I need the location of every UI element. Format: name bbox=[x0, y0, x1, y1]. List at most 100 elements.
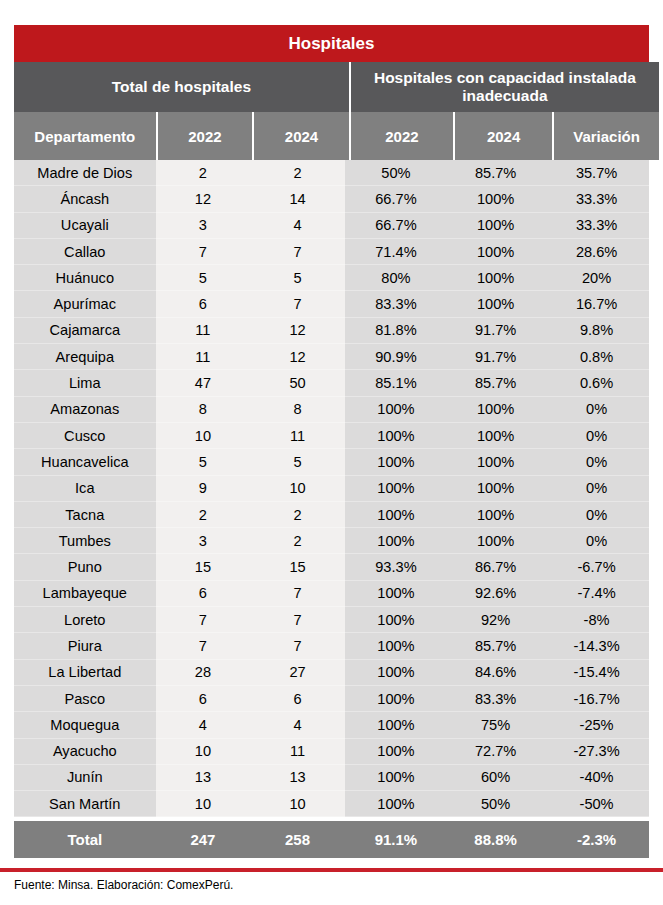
value-cell: 12 bbox=[250, 318, 345, 344]
total-2024-count: 258 bbox=[250, 821, 345, 858]
value-cell: -7.4% bbox=[544, 581, 649, 607]
value-cell: 100% bbox=[447, 239, 544, 265]
value-cell: 20% bbox=[544, 265, 649, 291]
value-cell: 2 bbox=[156, 160, 251, 186]
value-cell: -6.7% bbox=[544, 554, 649, 580]
value-cell: 9.8% bbox=[544, 318, 649, 344]
value-cell: 8 bbox=[156, 397, 251, 423]
value-cell: 50% bbox=[447, 791, 544, 817]
column-header-inadequate-2022: 2022 bbox=[351, 112, 453, 160]
value-cell: 100% bbox=[345, 607, 447, 633]
value-cell: 33.3% bbox=[544, 186, 649, 212]
value-cell: 100% bbox=[447, 528, 544, 554]
value-cell: 100% bbox=[447, 265, 544, 291]
value-cell: 27 bbox=[250, 660, 345, 686]
value-cell: 10 bbox=[250, 791, 345, 817]
value-cell: 60% bbox=[447, 765, 544, 791]
value-cell: 14 bbox=[250, 186, 345, 212]
value-cell: 100% bbox=[345, 502, 447, 528]
value-cell: -27.3% bbox=[544, 739, 649, 765]
department-cell: Junín bbox=[14, 765, 156, 791]
value-cell: 100% bbox=[345, 712, 447, 738]
total-2022-count: 247 bbox=[156, 821, 251, 858]
value-cell: 100% bbox=[447, 423, 544, 449]
column-header-total-2024: 2024 bbox=[254, 112, 349, 160]
department-cell: Cajamarca bbox=[14, 318, 156, 344]
value-cell: 3 bbox=[156, 528, 251, 554]
value-cell: 75% bbox=[447, 712, 544, 738]
value-cell: 100% bbox=[345, 791, 447, 817]
page-title: Hospitales bbox=[289, 34, 375, 54]
title-bar: Hospitales bbox=[14, 25, 649, 62]
value-cell: 5 bbox=[250, 449, 345, 475]
value-cell: -8% bbox=[544, 607, 649, 633]
department-cell: Ayacucho bbox=[14, 739, 156, 765]
group-header-total: Total de hospitales bbox=[14, 62, 349, 112]
total-row: Total 247 258 91.1% 88.8% -2.3% bbox=[14, 821, 649, 858]
value-cell: 10 bbox=[156, 739, 251, 765]
value-cell: 72.7% bbox=[447, 739, 544, 765]
value-cell: 15 bbox=[156, 554, 251, 580]
value-cell: -15.4% bbox=[544, 660, 649, 686]
value-cell: 12 bbox=[250, 344, 345, 370]
value-cell: 11 bbox=[250, 423, 345, 449]
value-cell: 0% bbox=[544, 449, 649, 475]
department-cell: Ucayali bbox=[14, 213, 156, 239]
value-cell: 2 bbox=[250, 160, 345, 186]
value-cell: 12 bbox=[156, 186, 251, 212]
value-cell: 92% bbox=[447, 607, 544, 633]
value-cell: 91.7% bbox=[447, 344, 544, 370]
value-cell: 16.7% bbox=[544, 291, 649, 317]
value-cell: 0% bbox=[544, 502, 649, 528]
value-cell: 66.7% bbox=[345, 213, 447, 239]
hospitales-table-figure: Hospitales Total de hospitales Hospitale… bbox=[0, 0, 663, 905]
value-cell: -14.3% bbox=[544, 633, 649, 659]
value-cell: 11 bbox=[250, 739, 345, 765]
value-cell: 28 bbox=[156, 660, 251, 686]
value-cell: 50% bbox=[345, 160, 447, 186]
value-cell: 84.6% bbox=[447, 660, 544, 686]
value-cell: -50% bbox=[544, 791, 649, 817]
value-cell: 100% bbox=[447, 449, 544, 475]
value-cell: -16.7% bbox=[544, 686, 649, 712]
value-cell: 0.6% bbox=[544, 370, 649, 396]
value-cell: 28.6% bbox=[544, 239, 649, 265]
column-header-variacion: Variación bbox=[554, 112, 659, 160]
value-cell: 9 bbox=[156, 476, 251, 502]
value-cell: 0% bbox=[544, 423, 649, 449]
total-2024-percent: 88.8% bbox=[447, 821, 544, 858]
total-label: Total bbox=[14, 821, 156, 858]
department-cell: Puno bbox=[14, 554, 156, 580]
column-header-row: Departamento 2022 2024 2022 2024 Variaci… bbox=[14, 112, 649, 160]
value-cell: 100% bbox=[345, 765, 447, 791]
table-body: Madre de Dios2250%85.7%35.7%Áncash121466… bbox=[14, 160, 649, 817]
value-cell: 10 bbox=[156, 423, 251, 449]
value-cell: 3 bbox=[156, 213, 251, 239]
value-cell: 92.6% bbox=[447, 581, 544, 607]
department-cell: La Libertad bbox=[14, 660, 156, 686]
value-cell: 7 bbox=[156, 607, 251, 633]
value-cell: 2 bbox=[250, 502, 345, 528]
value-cell: 0.8% bbox=[544, 344, 649, 370]
value-cell: 10 bbox=[250, 476, 345, 502]
value-cell: 91.7% bbox=[447, 318, 544, 344]
value-cell: 66.7% bbox=[345, 186, 447, 212]
value-cell: 85.7% bbox=[447, 370, 544, 396]
value-cell: 0% bbox=[544, 397, 649, 423]
group-header-inadequate-capacity: Hospitales con capacidad instalada inade… bbox=[351, 62, 659, 112]
value-cell: 6 bbox=[156, 686, 251, 712]
value-cell: 0% bbox=[544, 528, 649, 554]
value-cell: 0% bbox=[544, 476, 649, 502]
value-cell: 100% bbox=[345, 581, 447, 607]
value-cell: 4 bbox=[250, 213, 345, 239]
value-cell: 100% bbox=[345, 660, 447, 686]
department-cell: Pasco bbox=[14, 686, 156, 712]
value-cell: 81.8% bbox=[345, 318, 447, 344]
department-cell: Arequipa bbox=[14, 344, 156, 370]
value-cell: 50 bbox=[250, 370, 345, 396]
value-cell: 6 bbox=[156, 581, 251, 607]
value-cell: 33.3% bbox=[544, 213, 649, 239]
department-cell: Amazonas bbox=[14, 397, 156, 423]
value-cell: 4 bbox=[156, 712, 251, 738]
department-cell: Ica bbox=[14, 476, 156, 502]
